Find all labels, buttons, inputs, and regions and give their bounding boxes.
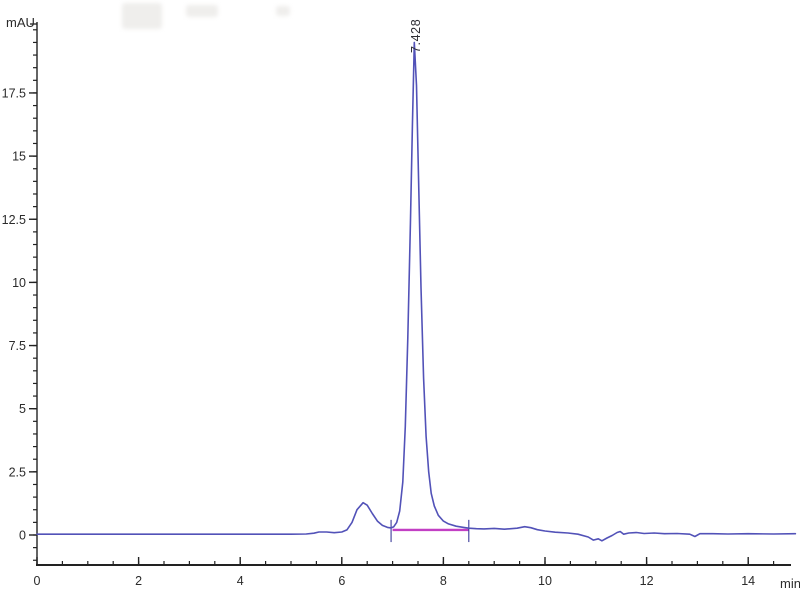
x-tick-label: 14 — [741, 574, 755, 588]
y-tick-label: 15 — [12, 150, 26, 164]
artifact-smudge — [186, 5, 218, 17]
x-axis-unit-label: min — [780, 576, 800, 591]
y-axis-unit-label: mAU — [6, 15, 35, 30]
x-tick-label: 4 — [237, 574, 244, 588]
y-tick-label: 5 — [19, 402, 26, 416]
artifact-smudge — [276, 6, 290, 16]
x-tick-label: 2 — [135, 574, 142, 588]
y-tick-label: 10 — [12, 276, 26, 290]
x-tick-label: 8 — [440, 574, 447, 588]
x-tick-label: 6 — [338, 574, 345, 588]
x-tick-label: 10 — [538, 574, 552, 588]
artifact-smudge — [122, 3, 162, 29]
y-tick-label: 17.5 — [2, 86, 26, 100]
signal-trace — [36, 41, 797, 542]
x-tick-label: 0 — [34, 574, 41, 588]
x-tick-label: 12 — [640, 574, 654, 588]
y-tick-label: 7.5 — [9, 339, 26, 353]
y-tick-label: 12.5 — [2, 213, 26, 227]
peak-retention-time-label: 7.428 — [409, 18, 423, 53]
y-tick-label: 0 — [19, 529, 26, 543]
y-tick-label: 2.5 — [9, 465, 26, 479]
